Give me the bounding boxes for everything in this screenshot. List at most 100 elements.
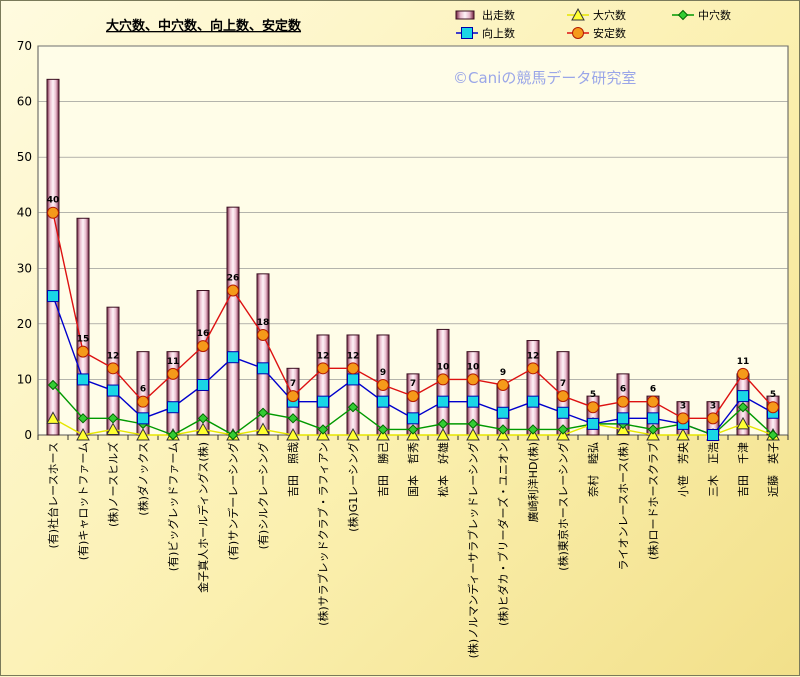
point [287,390,299,403]
point [437,395,449,408]
legend-label: 出走数 [482,8,515,22]
point [167,429,179,441]
point [647,424,659,435]
point [407,412,419,425]
x-tick-label: (株)東京ホースレーシング [556,442,570,571]
legend-label: 大穴数 [593,8,626,22]
y-tick-label: 10 [17,372,32,386]
point [167,401,179,414]
x-tick-label: ライオンレースホース(株) [616,442,630,570]
data-label: 3 [680,401,686,411]
copyright-text: ©Caniの競馬データ研究室 [453,69,636,87]
point [377,424,389,435]
point [197,413,209,424]
data-label: 6 [650,385,656,395]
x-tick-label: 松本 好雄 [436,442,450,497]
data-label: 15 [77,335,90,345]
point [647,395,659,408]
x-tick-label: (株)ヒダカ・ブリーダーズ・ユニオン [496,442,510,626]
legend-swatch-marker [571,7,585,21]
point [527,395,539,408]
point [106,422,120,435]
point [707,429,719,441]
point [227,351,239,364]
point [647,412,659,425]
point [436,427,450,441]
point [497,424,509,435]
legend-swatch [455,10,475,20]
point [77,373,89,386]
x-tick-label: (有)社台レースホース [46,442,60,548]
data-label: 6 [620,385,626,395]
legend-item: 中穴数 [672,8,731,22]
data-label: 16 [197,329,210,339]
point [676,427,690,441]
point [287,413,299,424]
point [736,416,750,430]
line-series [46,206,780,441]
point [196,422,210,435]
data-label: 9 [500,368,506,378]
point [377,378,389,391]
data-label: 10 [467,362,480,372]
data-labels: 40 15 12 6 11 16 26 18 7 12 12 9 7 10 10 9 12 7 5 6 6 3 3 11 5 [47,196,776,412]
bar [76,217,90,436]
legend-swatch-marker [572,27,584,39]
data-label: 7 [290,379,296,389]
x-axis: (有)社台レースホース (有)キャロットファーム (株)ノースヒルズ (株)ダノックス… [46,442,780,658]
bar [226,206,240,436]
y-tick-label: 20 [17,317,32,331]
point [317,424,329,435]
x-tick-label: (有)シルクレーシング [256,442,270,549]
plot-background [37,45,789,436]
legend-item: 向上数 [456,26,515,40]
x-tick-label: (有)サンデーレーシング [226,442,240,560]
x-tick-label: 奈村 睦弘 [586,442,600,497]
y-tick-label: 0 [24,428,32,442]
point [677,412,689,425]
point [437,373,449,386]
point [767,401,779,414]
point [347,402,359,413]
x-tick-label: (株)ノルマンディーサラブレッドレーシング [466,442,480,658]
point [47,290,59,303]
point [77,413,89,424]
point [197,340,209,353]
x-tick-label: 廣崎利洋HD(株) [526,442,540,522]
point [497,378,509,391]
legend-swatch-marker [677,9,689,21]
point [137,395,149,408]
bar [316,334,330,436]
point [407,390,419,403]
point [467,373,479,386]
y-tick-label: 30 [17,261,32,275]
data-label: 12 [347,351,360,361]
legend-label: 安定数 [593,26,626,40]
point [317,362,329,375]
point [557,424,569,435]
x-tick-label: (株)サラブレッドクラブ・ラフィアン [316,442,330,626]
x-tick-label: (有)キャロットファーム [76,442,90,560]
point [347,362,359,375]
bar [256,273,270,436]
point [557,390,569,403]
point [737,402,749,413]
data-label: 18 [257,318,270,328]
point [107,384,119,397]
data-label: 11 [737,357,750,367]
x-tick-label: 近藤 英子 [766,442,780,497]
point [167,367,179,380]
point [587,401,599,414]
plot-area [37,45,789,436]
point [437,418,449,430]
point [317,395,329,408]
point [557,406,569,419]
x-tick-label: 吉田 千津 [737,442,750,497]
legend-swatch-marker [461,27,473,39]
x-tick-label: 国本 哲秀 [406,442,420,497]
legend-item: 出走数 [455,8,515,22]
point [737,367,749,380]
point [767,429,779,441]
data-label: 6 [140,385,146,395]
